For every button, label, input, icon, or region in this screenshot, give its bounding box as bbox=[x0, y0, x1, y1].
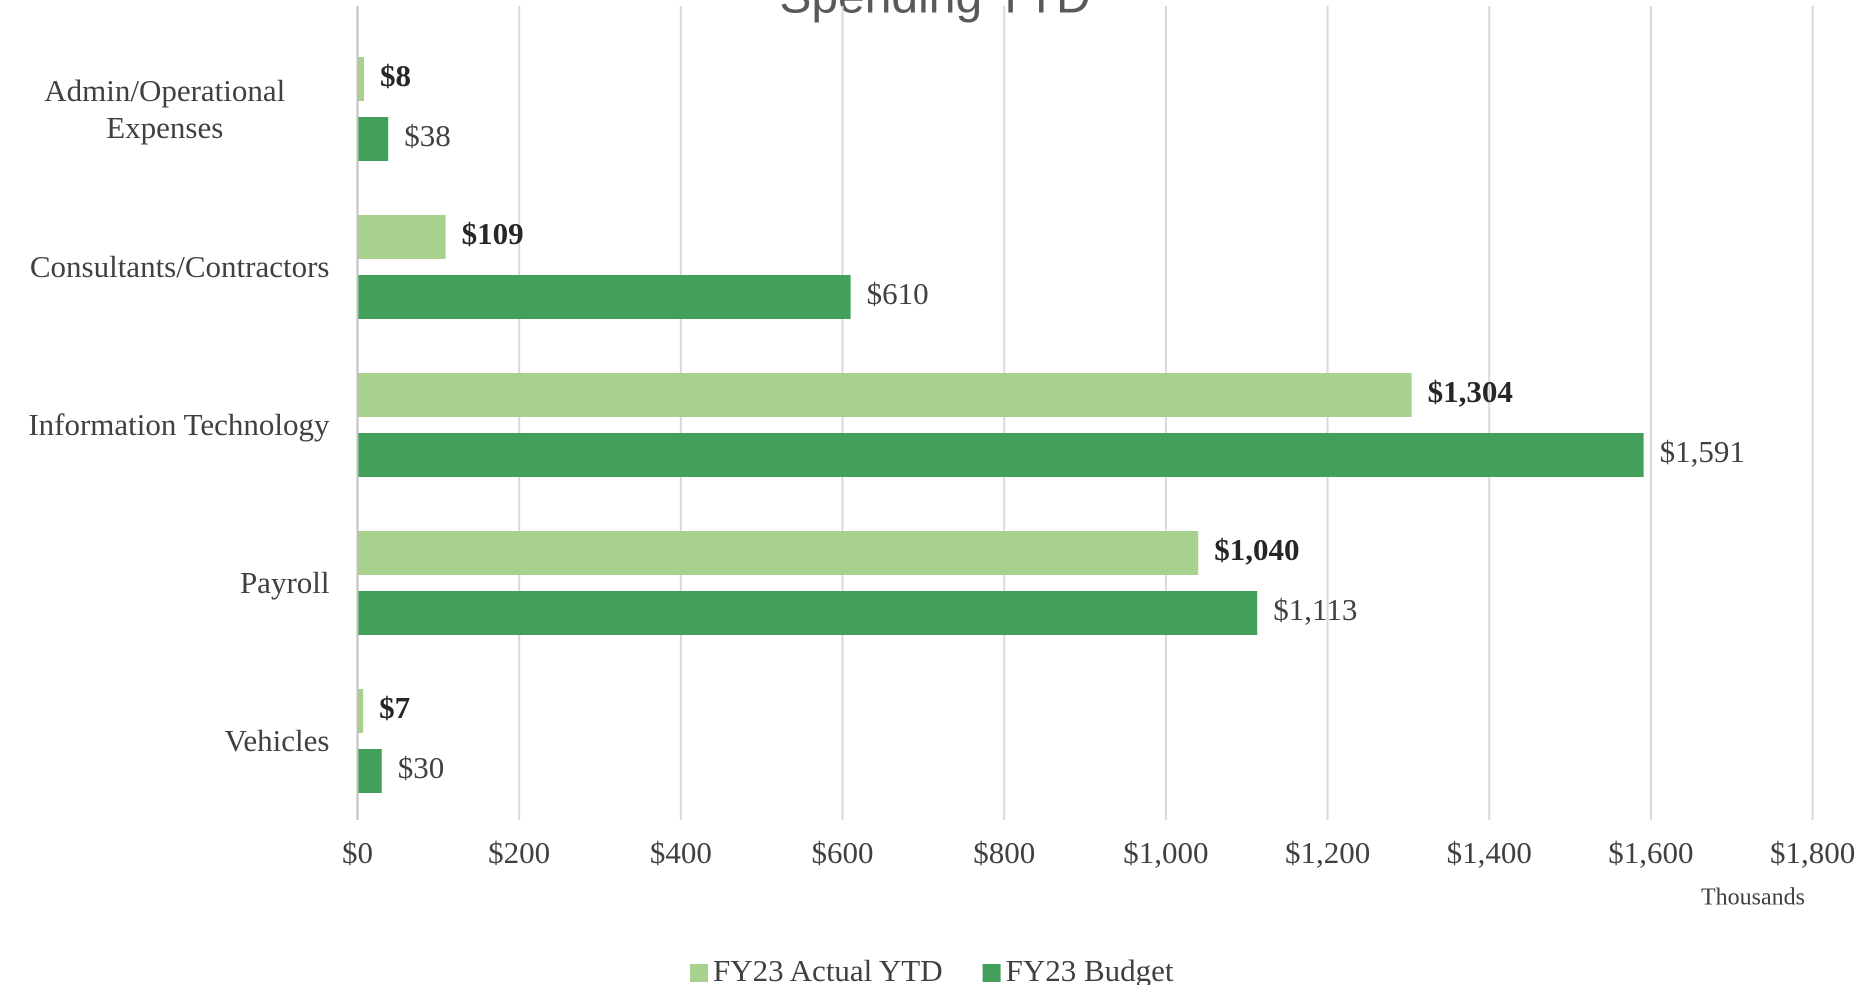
bar bbox=[357, 749, 382, 793]
x-tick-label: $1,400 bbox=[1447, 835, 1532, 870]
bar bbox=[357, 531, 1199, 575]
category-label-wrap: Vehicles bbox=[0, 662, 330, 820]
y-tick-label: Admin/Operational Expenses bbox=[44, 72, 286, 145]
x-tick-label: $600 bbox=[812, 835, 874, 870]
data-label: $30 bbox=[398, 750, 445, 785]
category-label-box: Payroll bbox=[0, 504, 330, 662]
category-label-wrap: Information Technology bbox=[0, 346, 330, 504]
data-label: $8 bbox=[380, 58, 411, 93]
data-label: $38 bbox=[404, 118, 451, 153]
bar bbox=[357, 117, 389, 161]
category-label-box: Consultants/Contractors bbox=[0, 188, 330, 346]
x-tick-label: $1,800 bbox=[1770, 835, 1855, 870]
data-label: $1,040 bbox=[1214, 532, 1299, 567]
y-tick-label: Consultants/Contractors bbox=[29, 249, 330, 285]
bar bbox=[357, 591, 1258, 635]
data-label: $109 bbox=[462, 216, 524, 251]
x-tick-label: $1,600 bbox=[1608, 835, 1693, 870]
bar bbox=[357, 275, 851, 319]
x-tick-label: $1,000 bbox=[1123, 835, 1208, 870]
category-label-box: Information Technology bbox=[0, 346, 330, 504]
category-label-box: Vehicles bbox=[0, 662, 330, 820]
data-label: $1,304 bbox=[1428, 374, 1513, 409]
bar bbox=[357, 433, 1644, 477]
category-label-wrap: Admin/Operational Expenses bbox=[0, 30, 330, 188]
x-tick-label: $0 bbox=[342, 835, 373, 870]
bar bbox=[357, 215, 446, 259]
data-label: $1,591 bbox=[1660, 434, 1745, 469]
x-tick-label: $200 bbox=[488, 835, 550, 870]
y-tick-label: Vehicles bbox=[224, 723, 330, 759]
data-label: $7 bbox=[379, 690, 410, 725]
y-tick-label: Information Technology bbox=[28, 407, 330, 443]
chart-title: Spending YTD bbox=[779, 0, 1090, 24]
legend-swatch bbox=[982, 964, 1001, 982]
bar bbox=[357, 689, 364, 733]
x-tick-label: $800 bbox=[973, 835, 1035, 870]
x-tick-label: $400 bbox=[650, 835, 712, 870]
data-label: $1,113 bbox=[1273, 592, 1357, 627]
axis-unit-label: Thousands bbox=[1701, 885, 1805, 911]
x-tick-label: $1,200 bbox=[1285, 835, 1370, 870]
category-label-wrap: Payroll bbox=[0, 504, 330, 662]
y-tick-label: Payroll bbox=[239, 565, 330, 601]
bar bbox=[357, 373, 1412, 417]
category-label-wrap: Consultants/Contractors bbox=[0, 188, 330, 346]
data-label: $610 bbox=[867, 276, 929, 311]
legend-swatch bbox=[690, 964, 708, 982]
legend: FY23 Actual YTD FY23 Budget bbox=[690, 953, 1174, 985]
legend-label: FY23 Actual YTD bbox=[713, 953, 943, 985]
category-label-box: Admin/Operational Expenses bbox=[0, 30, 330, 188]
bar bbox=[357, 57, 364, 101]
legend-label: FY23 Budget bbox=[1006, 953, 1174, 985]
